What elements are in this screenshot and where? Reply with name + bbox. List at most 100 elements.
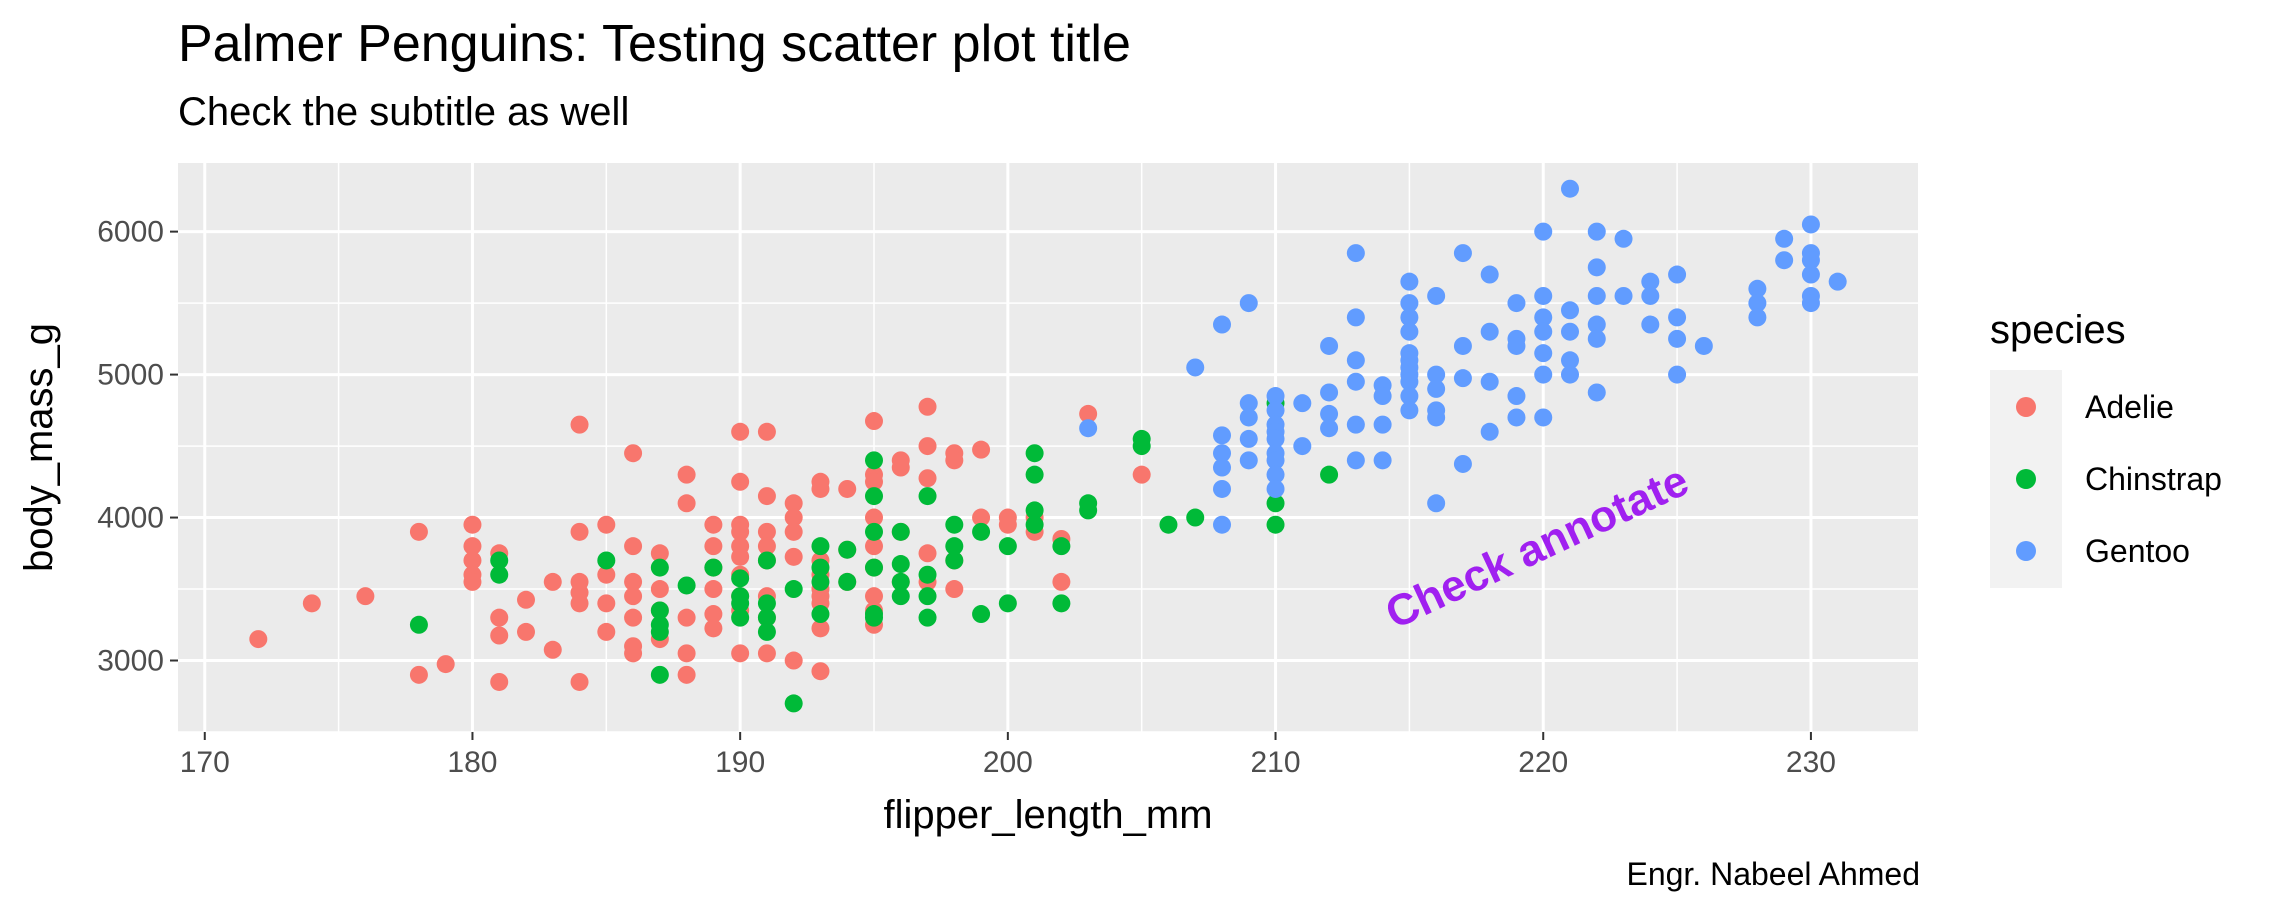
data-point-chinstrap <box>838 572 857 591</box>
data-point-gentoo <box>1213 515 1231 534</box>
data-point-gentoo <box>1534 286 1553 305</box>
x-axis-title: flipper_length_mm <box>883 793 1212 837</box>
data-point-gentoo <box>1801 265 1820 284</box>
x-tick-label: 210 <box>1251 746 1301 779</box>
data-point-gentoo <box>1748 294 1767 313</box>
data-point-adelie <box>463 551 482 570</box>
data-point-chinstrap <box>490 551 509 570</box>
data-point-gentoo <box>1400 294 1419 313</box>
data-point-chinstrap <box>650 622 669 641</box>
data-point-adelie <box>517 590 535 609</box>
data-point-chinstrap <box>1052 537 1071 556</box>
data-point-gentoo <box>1400 387 1419 406</box>
data-point-gentoo <box>1266 387 1285 406</box>
data-point-adelie <box>624 444 643 463</box>
data-point-adelie <box>891 458 910 477</box>
data-point-gentoo <box>1346 372 1365 391</box>
data-point-adelie <box>757 537 776 556</box>
data-point-chinstrap <box>650 601 669 620</box>
data-point-adelie <box>677 608 696 627</box>
data-point-chinstrap <box>1266 515 1285 534</box>
data-point-gentoo <box>1561 179 1579 198</box>
data-point-gentoo <box>1587 329 1606 348</box>
data-point-gentoo <box>1561 301 1579 320</box>
data-point-chinstrap <box>490 565 509 584</box>
data-point-chinstrap <box>865 522 883 541</box>
data-point-gentoo <box>1453 369 1472 388</box>
data-point-gentoo <box>1534 222 1553 241</box>
data-point-gentoo <box>1293 394 1312 413</box>
data-point-adelie <box>490 626 509 645</box>
data-point-gentoo <box>1561 351 1579 370</box>
data-point-gentoo <box>1775 251 1794 270</box>
data-point-chinstrap <box>811 537 830 556</box>
data-point-gentoo <box>1668 265 1687 284</box>
data-point-adelie <box>731 472 750 491</box>
data-point-gentoo <box>1453 336 1472 355</box>
data-point-adelie <box>972 508 991 527</box>
data-points <box>249 179 1847 713</box>
x-tick-label: 190 <box>715 746 765 779</box>
data-point-adelie <box>784 522 803 541</box>
data-point-adelie <box>838 479 857 498</box>
data-point-gentoo <box>1266 465 1285 484</box>
data-point-adelie <box>731 422 750 441</box>
data-point-gentoo <box>1239 451 1258 470</box>
data-point-chinstrap <box>998 537 1017 556</box>
data-point-adelie <box>463 572 482 591</box>
data-point-gentoo <box>1400 372 1419 391</box>
data-point-adelie <box>945 580 964 599</box>
data-point-gentoo <box>1801 294 1820 313</box>
data-point-gentoo <box>1213 479 1231 498</box>
chart-caption: Engr. Nabeel Ahmed <box>1626 856 1920 892</box>
data-point-chinstrap <box>650 558 669 577</box>
data-point-gentoo <box>1346 244 1365 263</box>
data-point-gentoo <box>1213 444 1231 463</box>
data-point-chinstrap <box>677 576 696 595</box>
data-point-gentoo <box>1427 379 1446 398</box>
data-point-gentoo <box>1534 344 1553 363</box>
data-point-chinstrap <box>838 540 857 559</box>
data-point-adelie <box>543 640 562 659</box>
data-point-gentoo <box>1266 479 1285 498</box>
x-tick-label: 200 <box>983 746 1033 779</box>
data-point-gentoo <box>1400 401 1419 420</box>
x-tick-label: 220 <box>1518 746 1568 779</box>
data-point-adelie <box>597 594 616 613</box>
data-point-adelie <box>731 644 750 663</box>
data-point-adelie <box>811 479 830 498</box>
data-point-adelie <box>597 565 616 584</box>
data-point-adelie <box>918 469 937 488</box>
data-point-adelie <box>918 397 937 416</box>
x-tick-label: 230 <box>1786 746 1836 779</box>
data-point-chinstrap <box>891 572 910 591</box>
data-point-gentoo <box>1668 365 1687 384</box>
data-point-adelie <box>811 662 830 681</box>
data-point-gentoo <box>1373 415 1392 434</box>
data-point-chinstrap <box>1025 465 1044 484</box>
data-point-gentoo <box>1801 251 1820 270</box>
data-point-adelie <box>1079 404 1098 423</box>
data-point-gentoo <box>1266 451 1285 470</box>
data-point-gentoo <box>1641 272 1660 291</box>
data-point-chinstrap <box>757 608 776 627</box>
data-point-adelie <box>757 422 776 441</box>
data-point-adelie <box>972 440 991 459</box>
data-point-gentoo <box>1587 286 1606 305</box>
data-point-adelie <box>918 437 937 456</box>
data-point-adelie <box>677 465 696 484</box>
data-point-chinstrap <box>1186 508 1205 527</box>
data-point-chinstrap <box>1132 437 1151 456</box>
y-tick-label: 5000 <box>97 359 164 392</box>
data-point-gentoo <box>1587 315 1606 334</box>
data-point-adelie <box>704 515 723 534</box>
data-point-gentoo <box>1668 329 1687 348</box>
data-point-chinstrap <box>1266 494 1285 513</box>
data-point-gentoo <box>1079 419 1098 438</box>
data-point-adelie <box>624 537 643 556</box>
data-point-gentoo <box>1801 215 1820 234</box>
data-point-gentoo <box>1453 454 1472 473</box>
data-point-gentoo <box>1453 244 1472 263</box>
legend-title: species <box>1990 308 2126 352</box>
data-point-gentoo <box>1427 286 1446 305</box>
